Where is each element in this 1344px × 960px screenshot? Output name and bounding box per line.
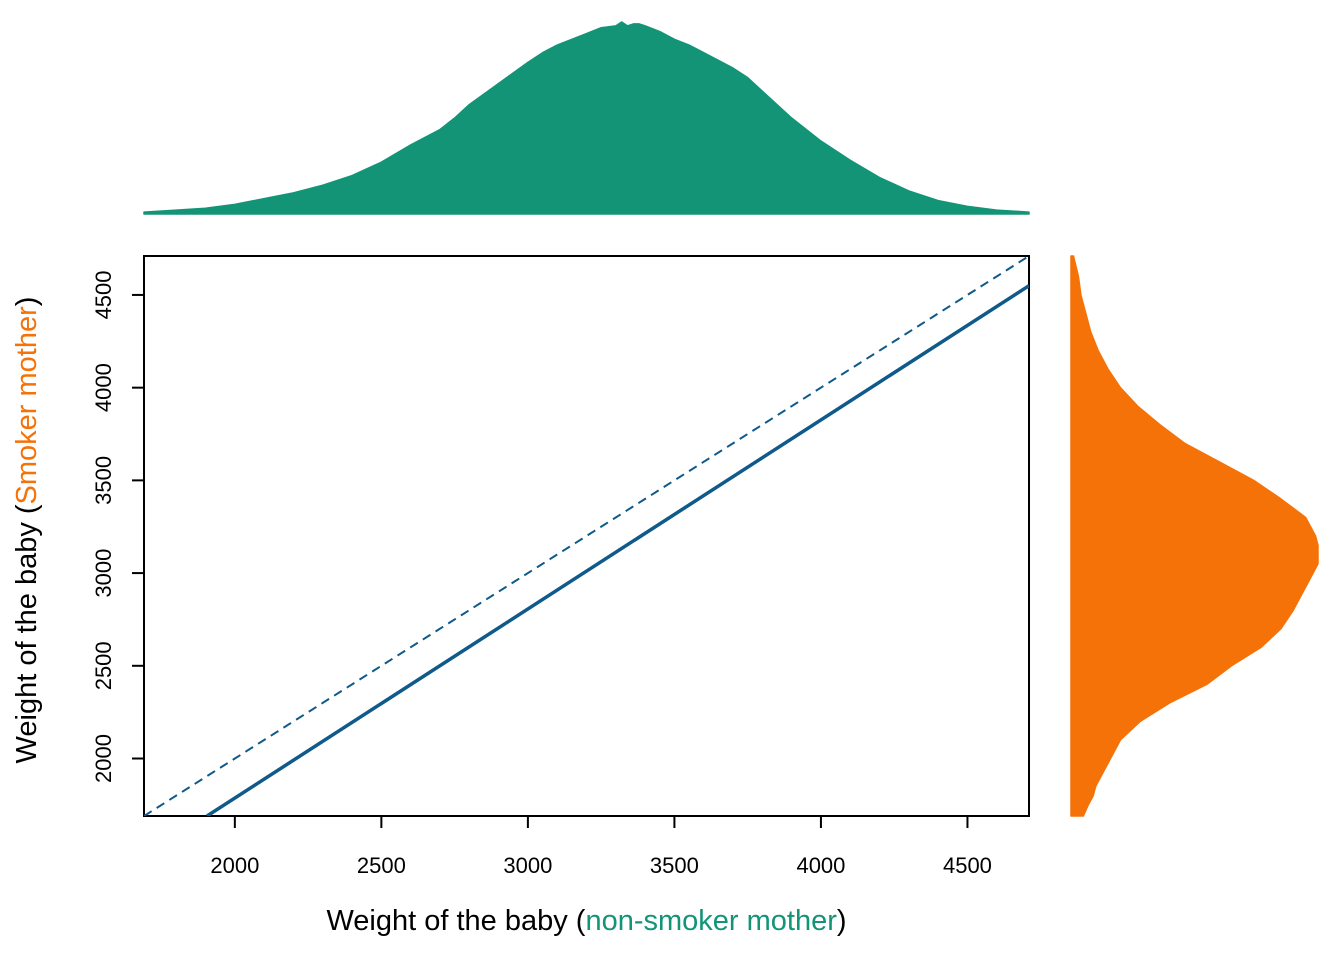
main-plot-panel: 2000 2500 3000 3500 4000 4500 2000 2500 3000 350… [91, 255, 1030, 878]
fitted-solid-line [206, 284, 1029, 816]
y-axis-title: Weight of the baby (Smoker mother) [11, 297, 43, 764]
y-tick-label: 2500 [91, 641, 116, 690]
x-tick-label: 3500 [650, 853, 699, 878]
x-axis-title: Weight of the baby (non-smoker mother) [326, 905, 846, 937]
x-tick-label: 4500 [943, 853, 992, 878]
marginal-y-density [1070, 255, 1319, 817]
reference-dashed-line [144, 256, 1029, 816]
y-axis: 2000 2500 3000 3500 4000 4500 [91, 270, 145, 783]
y-tick-label: 3500 [91, 456, 116, 505]
y-tick-label: 2000 [91, 734, 116, 783]
x-axis-title-suffix: ) [837, 905, 847, 937]
x-axis: 2000 2500 3000 3500 4000 4500 [210, 815, 992, 878]
y-axis-title-highlight: Smoker mother [11, 306, 43, 505]
x-axis-title-highlight: non-smoker mother [585, 905, 837, 937]
y-density-area [1070, 255, 1319, 817]
marginal-x-density [143, 21, 1030, 215]
x-tick-label: 4000 [796, 853, 845, 878]
x-tick-label: 2000 [210, 853, 259, 878]
y-tick-label: 4000 [91, 363, 116, 412]
y-tick-label: 4500 [91, 270, 116, 319]
y-axis-title-suffix: ) [11, 297, 43, 307]
series-layer [144, 256, 1029, 816]
x-density-area [143, 21, 1030, 215]
x-axis-title-prefix: Weight of the baby ( [326, 905, 585, 937]
x-tick-label: 2500 [357, 853, 406, 878]
y-axis-title-prefix: Weight of the baby ( [11, 504, 43, 763]
x-tick-label: 3000 [503, 853, 552, 878]
y-tick-label: 3000 [91, 549, 116, 598]
